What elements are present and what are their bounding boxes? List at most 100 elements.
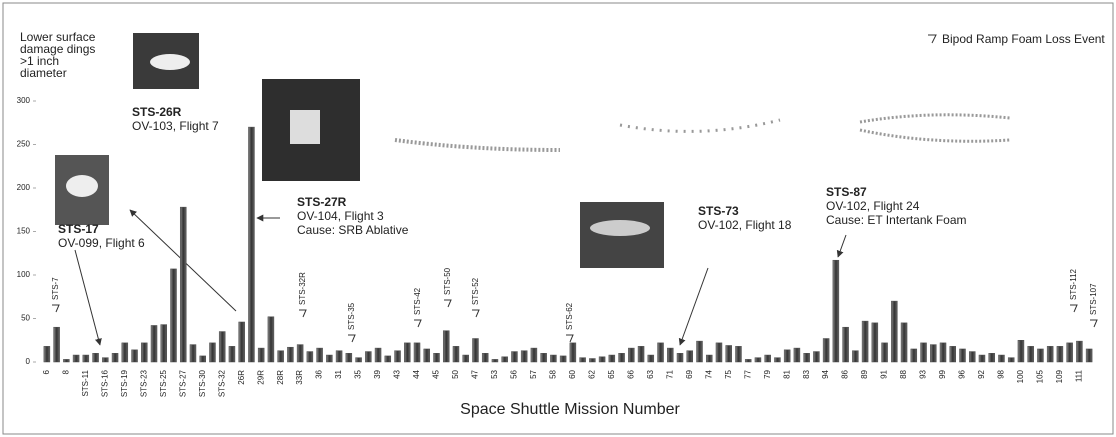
bar xyxy=(949,346,957,363)
x-tick-label: 47 xyxy=(471,369,480,378)
bar xyxy=(530,347,538,363)
bar xyxy=(589,358,596,363)
bar xyxy=(238,321,245,363)
x-tick-label: 96 xyxy=(958,369,967,378)
bar xyxy=(141,342,148,363)
bar xyxy=(384,355,392,363)
y-tick-label: 0 xyxy=(26,357,31,366)
legend-label: Bipod Ramp Foam Loss Event xyxy=(942,32,1105,46)
bar xyxy=(968,351,976,363)
x-tick-label: 44 xyxy=(412,369,421,378)
annotation-text: OV-103, Flight 7 xyxy=(132,119,219,133)
bar xyxy=(735,346,742,363)
bar xyxy=(861,320,869,363)
bar xyxy=(374,347,382,363)
bar xyxy=(1076,340,1083,363)
x-tick-label: 69 xyxy=(685,369,694,378)
photo-detail xyxy=(590,220,650,236)
bar xyxy=(1046,346,1054,363)
bar xyxy=(676,353,684,363)
bar xyxy=(1037,348,1044,363)
bar xyxy=(1066,342,1073,363)
bar xyxy=(618,353,625,363)
x-tick-label: 62 xyxy=(587,369,596,378)
x-tick-label: 99 xyxy=(938,369,947,378)
bar xyxy=(179,206,187,363)
bar xyxy=(102,357,109,363)
x-tick-label: 31 xyxy=(334,369,343,378)
bar xyxy=(920,342,927,363)
bar xyxy=(345,353,353,363)
bar xyxy=(296,344,304,363)
bar xyxy=(218,331,226,363)
bar xyxy=(452,346,460,363)
annotation-text: OV-099, Flight 6 xyxy=(58,236,145,250)
bar xyxy=(939,342,947,363)
bar xyxy=(891,300,898,363)
bar xyxy=(900,322,908,363)
bipod-marker-label: STS-35 xyxy=(347,302,356,330)
arrow xyxy=(678,267,709,346)
bar xyxy=(754,357,762,363)
bar xyxy=(881,342,888,363)
bar xyxy=(1056,346,1064,363)
bar xyxy=(306,351,314,363)
bipod-marker xyxy=(1090,319,1098,328)
bar xyxy=(491,359,499,363)
bipod-marker-label: STS-32R xyxy=(298,272,307,305)
x-tick-label: STS-27 xyxy=(178,369,187,397)
bipod-marker xyxy=(444,299,452,308)
bar xyxy=(481,353,489,363)
bar xyxy=(365,351,372,363)
bar xyxy=(160,324,168,363)
bar xyxy=(959,348,966,363)
y-tick-label: 150 xyxy=(17,227,31,236)
x-tick-label: 91 xyxy=(880,369,889,378)
y-axis-label: >1 inch xyxy=(20,54,59,68)
bar xyxy=(501,356,508,363)
bar xyxy=(1007,357,1015,363)
x-tick-label: STS-16 xyxy=(100,369,109,397)
bar xyxy=(63,359,70,363)
bar xyxy=(326,354,333,363)
bipod-marker xyxy=(566,334,574,343)
bar xyxy=(53,326,60,363)
bar xyxy=(764,354,771,363)
bar xyxy=(540,353,547,363)
y-axis-label: damage dings xyxy=(20,42,95,56)
y-tick-label: 250 xyxy=(17,140,31,149)
annotation-title: STS-87 xyxy=(826,185,867,199)
bar xyxy=(404,342,411,363)
bipod-marker xyxy=(472,309,480,318)
x-tick-label: 66 xyxy=(626,369,635,378)
x-tick-label: 111 xyxy=(1074,369,1083,382)
bar xyxy=(189,344,197,363)
photo-detail xyxy=(150,54,190,70)
bar xyxy=(910,348,918,363)
bar xyxy=(852,350,859,363)
bar xyxy=(511,351,518,363)
x-tick-label: 39 xyxy=(373,369,382,378)
bar xyxy=(569,342,577,363)
x-tick-label: 60 xyxy=(568,369,577,378)
bar xyxy=(705,354,713,363)
bar xyxy=(550,354,557,363)
annotation-text: OV-104, Flight 3 xyxy=(297,209,384,223)
y-tick-label: 100 xyxy=(17,270,31,279)
photo-detail xyxy=(66,175,98,197)
y-tick-label: 300 xyxy=(17,96,31,105)
x-tick-label: 56 xyxy=(510,369,519,378)
x-tick-label: STS-11 xyxy=(81,369,90,396)
bar xyxy=(783,349,791,363)
annotation-text: Cause: SRB Ablative xyxy=(297,223,409,237)
annotation-text: OV-102, Flight 24 xyxy=(826,199,920,213)
bar xyxy=(1085,348,1093,363)
bar xyxy=(111,353,119,363)
x-tick-label: 28R xyxy=(276,370,285,385)
photo-detail xyxy=(290,110,320,144)
orbiter-diagram xyxy=(619,118,781,133)
x-tick-label: 88 xyxy=(899,369,908,378)
x-tick-label: 65 xyxy=(607,369,616,378)
y-axis-label: diameter xyxy=(20,66,67,80)
